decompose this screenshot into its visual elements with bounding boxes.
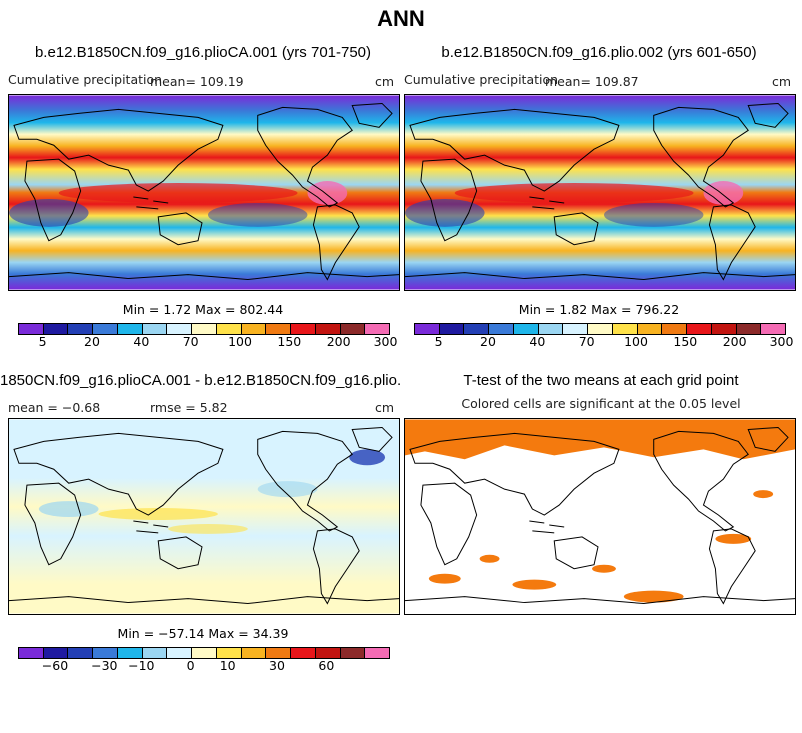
panel-title: 1850CN.f09_g16.plioCA.001 - b.e12.B1850C… xyxy=(0,372,400,389)
colorbar-swatch xyxy=(315,324,341,334)
colorbar-tick-label: 5 xyxy=(434,334,443,349)
colorbar-tick-label: 10 xyxy=(219,658,236,673)
colorbar-swatch xyxy=(489,324,514,334)
colorbar-swatch xyxy=(612,324,638,334)
units-label: cm xyxy=(375,400,395,415)
colorbar-tick-label: 150 xyxy=(277,334,302,349)
colorbar-swatch xyxy=(192,648,217,658)
colorbar-swatch xyxy=(167,324,193,334)
colorbar-swatch xyxy=(117,648,143,658)
colorbar-labels: −60 −30 −10 0 10 30 60 xyxy=(18,658,388,674)
variable-label: Cumulative precipitation xyxy=(404,72,559,87)
colorbar-swatch xyxy=(538,324,564,334)
colorbar-swatch xyxy=(711,324,737,334)
colorbar-tick-label: 30 xyxy=(269,658,285,673)
colorbar-tick-label: 100 xyxy=(624,334,648,349)
colorbar-swatch xyxy=(415,324,440,334)
minmax-label: Min = −57.14 Max = 34.39 xyxy=(117,626,289,641)
colorbar-swatch xyxy=(216,648,242,658)
panel-title: b.e12.B1850CN.f09_g16.plioCA.001 (yrs 70… xyxy=(34,44,372,61)
colorbar-tick-label: 200 xyxy=(326,334,351,349)
colorbar-swatch xyxy=(266,324,292,334)
colorbar-swatch xyxy=(68,648,94,658)
page-title: ANN xyxy=(377,6,425,31)
colorbar-tick-label: 70 xyxy=(182,334,199,349)
colorbar-tick-label: 100 xyxy=(228,334,252,349)
colorbar-tick-label: 70 xyxy=(578,334,595,349)
colorbar-swatch xyxy=(315,648,341,658)
colorbar-swatch xyxy=(241,648,267,658)
colorbar-swatch xyxy=(761,324,786,334)
colorbar-swatch xyxy=(662,324,688,334)
colorbar-swatch xyxy=(687,324,712,334)
precip-map-right xyxy=(404,94,796,291)
colorbar-tick-label: 40 xyxy=(529,334,546,349)
colorbar-swatch xyxy=(93,324,118,334)
colorbar-swatch xyxy=(464,324,490,334)
colorbar-swatch xyxy=(736,324,762,334)
difference-map xyxy=(8,418,400,615)
colorbar-swatch xyxy=(340,648,366,658)
panel-title: T-test of the two means at each grid poi… xyxy=(463,372,739,389)
colorbar-swatch xyxy=(365,648,390,658)
minmax-label: Min = 1.72 Max = 802.44 xyxy=(122,302,284,317)
variable-label: Cumulative precipitation xyxy=(8,72,163,87)
colorbar-swatch xyxy=(93,648,118,658)
precip-colorbar xyxy=(18,323,390,335)
colorbar-swatch xyxy=(43,648,69,658)
mean-value: mean = −0.68 xyxy=(8,400,101,415)
colorbar-swatch xyxy=(142,648,168,658)
colorbar-tick-label: 0 xyxy=(186,658,195,673)
colorbar-tick-label: −60 xyxy=(41,658,69,673)
colorbar-swatch xyxy=(43,324,69,334)
colorbar-swatch xyxy=(637,324,663,334)
colorbar-tick-label: 300 xyxy=(373,334,398,349)
minmax-label: Min = 1.82 Max = 796.22 xyxy=(518,302,680,317)
colorbar-swatch xyxy=(142,324,168,334)
colorbar-swatch xyxy=(241,324,267,334)
colorbar-swatch xyxy=(117,324,143,334)
colorbar-swatch xyxy=(19,648,44,658)
colorbar-tick-label: 20 xyxy=(84,334,100,349)
colorbar-tick-label: 40 xyxy=(133,334,150,349)
units-label: cm xyxy=(772,74,792,89)
colorbar-swatch xyxy=(216,324,242,334)
colorbar-tick-label: 5 xyxy=(38,334,47,349)
precip-colorbar xyxy=(414,323,786,335)
colorbar-swatch xyxy=(291,324,316,334)
ttest-significance-map xyxy=(404,418,796,615)
colorbar-swatch xyxy=(167,648,193,658)
colorbar-tick-label: 200 xyxy=(722,334,747,349)
colorbar-swatch xyxy=(439,324,465,334)
units-label: cm xyxy=(375,74,395,89)
mean-value: mean= 109.19 xyxy=(150,74,244,89)
difference-colorbar xyxy=(18,647,390,659)
colorbar-tick-label: −30 xyxy=(91,658,118,673)
colorbar-swatch xyxy=(588,324,613,334)
colorbar-tick-label: 60 xyxy=(318,658,335,673)
colorbar-tick-label: 20 xyxy=(480,334,496,349)
colorbar-swatch xyxy=(291,648,316,658)
colorbar-labels: 5 20 40 70 100 150 200 300 xyxy=(414,334,794,350)
colorbar-swatch xyxy=(266,648,292,658)
colorbar-swatch xyxy=(513,324,539,334)
colorbar-swatch xyxy=(340,324,366,334)
colorbar-tick-label: −10 xyxy=(128,658,155,673)
colorbar-swatch xyxy=(365,324,390,334)
rmse-value: rmse = 5.82 xyxy=(150,400,228,415)
mean-value: mean= 109.87 xyxy=(545,74,639,89)
colorbar-tick-label: 150 xyxy=(673,334,698,349)
precip-map-left xyxy=(8,94,400,291)
colorbar-swatch xyxy=(68,324,94,334)
colorbar-swatch xyxy=(19,324,44,334)
colorbar-tick-label: 300 xyxy=(769,334,794,349)
colorbar-swatch xyxy=(563,324,589,334)
colorbar-labels: 5 20 40 70 100 150 200 300 xyxy=(18,334,398,350)
panel-title: b.e12.B1850CN.f09_g16.plio.002 (yrs 601-… xyxy=(441,44,757,61)
colorbar-swatch xyxy=(192,324,217,334)
panel-subtitle: Colored cells are significant at the 0.0… xyxy=(461,396,741,411)
